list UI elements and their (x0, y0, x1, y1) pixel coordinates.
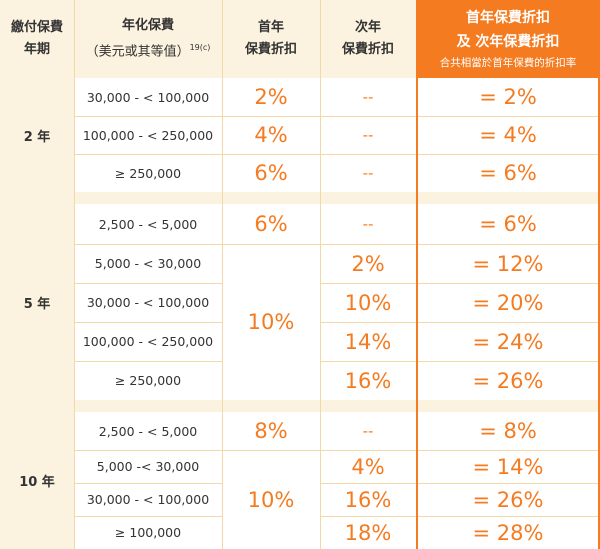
second-year-cell: 16% (320, 483, 416, 516)
second-year-cell: -- (320, 78, 416, 116)
header-first-year-line2: 保費折扣 (244, 42, 297, 57)
group-spacer (0, 192, 600, 204)
row-divider (74, 116, 600, 117)
second-year-cell: -- (320, 116, 416, 154)
range-cell: 30,000 - < 100,000 (74, 483, 222, 516)
first-year-cell: 6% (222, 154, 320, 192)
column-divider (320, 0, 321, 549)
second-year-cell: -- (320, 412, 416, 450)
range-cell: 30,000 - < 100,000 (74, 78, 222, 116)
first-year-cell: 2% (222, 78, 320, 116)
range-cell: 30,000 - < 100,000 (74, 283, 222, 322)
first-year-merged-cell: 10% (222, 244, 320, 400)
total-cell: = 26% (416, 483, 600, 516)
first-year-cell: 6% (222, 204, 320, 244)
range-cell: ≥ 250,000 (74, 154, 222, 192)
second-year-cell: 18% (320, 516, 416, 549)
total-cell: = 14% (416, 450, 600, 483)
row-divider (74, 483, 222, 484)
total-cell: = 8% (416, 412, 600, 450)
row-divider (320, 322, 600, 323)
header-second-year-line1: 次年 (354, 20, 381, 35)
row-divider (320, 283, 600, 284)
row-divider (74, 450, 600, 451)
header-first-year-discount: 首年 保費折扣 (222, 0, 320, 78)
header-combined-line1: 首年保費折扣 (466, 10, 550, 26)
header-annual-premium-line2: （美元或其等值）19(c) (86, 37, 211, 63)
range-cell: 5,000 - < 30,000 (74, 244, 222, 283)
second-year-cell: 10% (320, 283, 416, 322)
header-annual-premium-unit: （美元或其等值） (85, 44, 190, 60)
row-divider (74, 283, 222, 284)
row-divider (320, 483, 600, 484)
header-second-year-discount: 次年 保費折扣 (320, 0, 416, 78)
second-year-cell: 14% (320, 322, 416, 361)
footnote-ref: 19(c) (189, 42, 211, 52)
total-cell: = 26% (416, 361, 600, 400)
total-cell: = 12% (416, 244, 600, 283)
total-cell: = 6% (416, 154, 600, 192)
header-second-year-line2: 保費折扣 (341, 42, 394, 57)
total-cell: = 24% (416, 322, 600, 361)
column-divider (74, 0, 75, 549)
row-divider (320, 516, 600, 517)
header-combined-note: 合共相當於首年保費的折扣率 (439, 57, 577, 69)
header-first-year-line1: 首年 (257, 20, 284, 35)
row-divider (74, 361, 222, 362)
total-cell: = 20% (416, 283, 600, 322)
total-cell: = 4% (416, 116, 600, 154)
group-spacer (0, 400, 600, 412)
header-payment-term-line1: 繳付保費 (10, 20, 63, 35)
first-year-cell: 4% (222, 116, 320, 154)
second-year-cell: 4% (320, 450, 416, 483)
row-divider (74, 516, 222, 517)
second-year-cell: -- (320, 154, 416, 192)
header-annual-premium-line1: 年化保費 (121, 17, 174, 33)
first-year-cell: 8% (222, 412, 320, 450)
header-payment-term: 繳付保費 年期 (0, 0, 74, 78)
header-combined-discount: 首年保費折扣 及 次年保費折扣 合共相當於首年保費的折扣率 (416, 0, 600, 78)
row-divider (74, 244, 600, 245)
total-cell: = 6% (416, 204, 600, 244)
term-label-10yr: 10 年 (0, 412, 74, 549)
range-cell: 5,000 -< 30,000 (74, 450, 222, 483)
range-cell: ≥ 250,000 (74, 361, 222, 400)
second-year-cell: 16% (320, 361, 416, 400)
range-cell: 2,500 - < 5,000 (74, 412, 222, 450)
row-divider (74, 154, 600, 155)
range-cell: ≥ 100,000 (74, 516, 222, 549)
total-cell: = 28% (416, 516, 600, 549)
row-divider (320, 361, 600, 362)
term-label-5yr: 5 年 (0, 204, 74, 400)
header-payment-term-line2: 年期 (23, 42, 50, 57)
term-label-2yr: 2 年 (0, 78, 74, 192)
second-year-cell: -- (320, 204, 416, 244)
second-year-cell: 2% (320, 244, 416, 283)
first-year-merged-cell: 10% (222, 450, 320, 549)
header-combined-line2: 及 次年保費折扣 (456, 34, 560, 50)
range-cell: 2,500 - < 5,000 (74, 204, 222, 244)
total-cell: = 2% (416, 78, 600, 116)
header-annual-premium: 年化保費 （美元或其等值）19(c) (74, 0, 222, 78)
column-divider (222, 0, 223, 549)
row-divider (74, 322, 222, 323)
range-cell: 100,000 - < 250,000 (74, 116, 222, 154)
range-cell: 100,000 - < 250,000 (74, 322, 222, 361)
